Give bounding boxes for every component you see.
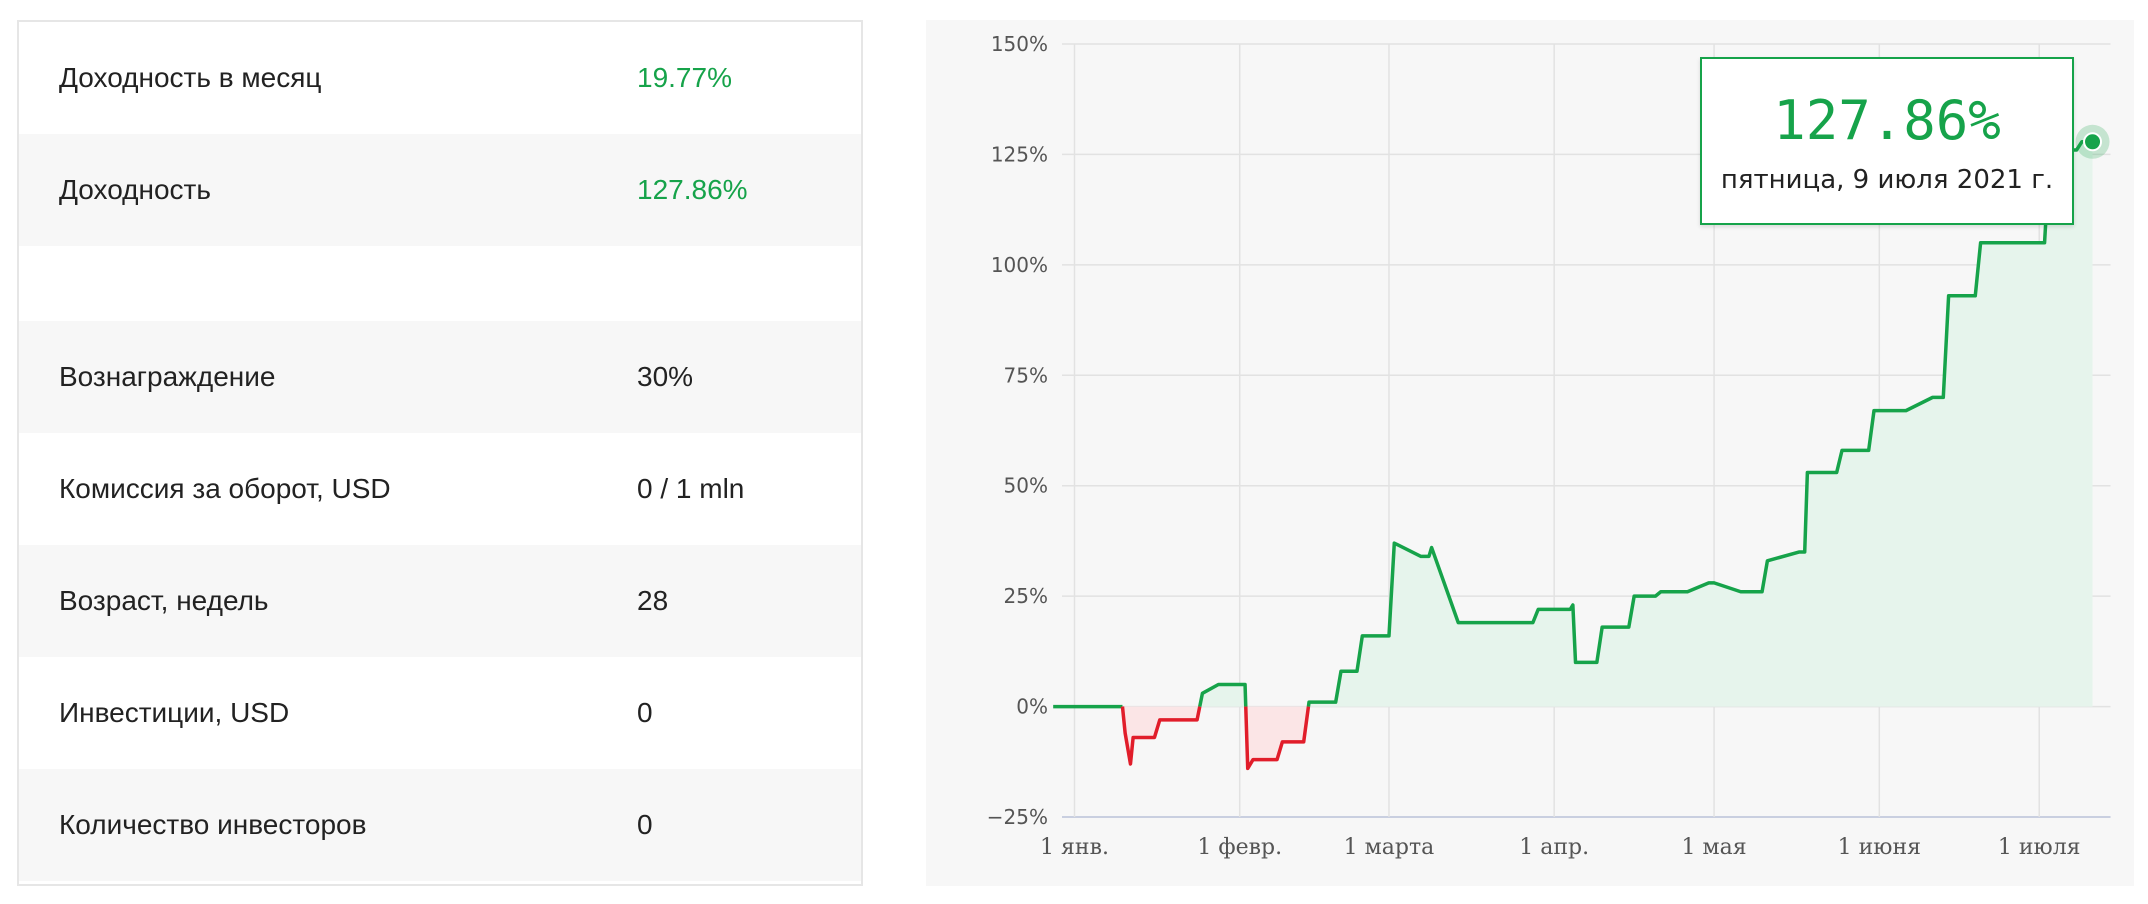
stat-value: 0 / 1 mln — [637, 473, 745, 504]
stat-label: Доходность — [59, 174, 211, 205]
stat-value: 0 — [637, 697, 653, 728]
y-tick-label: 50% — [1004, 474, 1048, 498]
stat-row-reward: Вознаграждение 30% — [19, 321, 861, 433]
positive-area — [1199, 684, 1246, 707]
stat-value: 127.86% — [637, 174, 748, 205]
return-line-positive — [1306, 140, 2093, 707]
x-tick-label: 1 мая — [1682, 835, 1747, 860]
stat-spacer — [19, 246, 861, 321]
stat-row-monthly-return: Доходность в месяц 19.77% — [19, 22, 861, 134]
stat-value: 0 — [637, 809, 653, 840]
x-tick-label: 1 июля — [1998, 835, 2081, 860]
stat-label: Возраст, недель — [59, 585, 269, 616]
y-tick-label: 25% — [1004, 584, 1048, 608]
x-tick-label: 1 марта — [1344, 835, 1435, 860]
x-tick-label: 1 янв. — [1040, 835, 1109, 860]
y-tick-label: 0% — [1016, 695, 1048, 719]
positive-area — [1308, 141, 2093, 707]
stat-value: 19.77% — [637, 62, 732, 93]
x-tick-label: 1 апр. — [1519, 835, 1589, 860]
return-line-negative — [1120, 706, 1202, 766]
y-tick-label: 100% — [991, 253, 1048, 277]
tooltip-date: пятница, 9 июля 2021 г. — [1720, 165, 2054, 195]
hover-point — [2083, 132, 2103, 152]
stat-value: 30% — [637, 361, 694, 392]
stat-row-age-weeks: Возраст, недель 28 — [19, 545, 861, 657]
x-tick-label: 1 июня — [1838, 835, 1921, 860]
negative-area — [1245, 706, 1309, 769]
stat-row-turnover-fee: Комиссия за оборот, USD 0 / 1 mln — [19, 433, 861, 545]
y-tick-label: 125% — [991, 142, 1048, 166]
stat-label: Инвестиции, USD — [59, 697, 290, 728]
chart-svg[interactable]: 150% 125% 100% 75% 50% 25% 0% −25% 1 янв. 1 февр.… — [926, 20, 2134, 886]
return-line-negative — [1244, 706, 1311, 771]
stat-row-investors-count: Количество инвесторов 0 — [19, 769, 861, 881]
stat-label: Вознаграждение — [59, 361, 276, 392]
stat-label: Доходность в месяц — [59, 62, 322, 93]
stat-label: Количество инвесторов — [59, 809, 367, 840]
stat-label: Комиссия за оборот, USD — [59, 473, 391, 504]
tooltip-value: 127.86% — [1773, 89, 2001, 152]
stats-panel: Доходность в месяц 19.77% Доходность 127… — [17, 20, 863, 886]
y-tick-label: 150% — [991, 32, 1048, 56]
stat-value: 28 — [637, 585, 669, 616]
y-tick-label: −25% — [987, 805, 1048, 829]
stat-row-investments: Инвестиции, USD 0 — [19, 657, 861, 769]
stat-row-total-return: Доходность 127.86% — [19, 134, 861, 246]
y-tick-label: 75% — [1004, 363, 1048, 387]
negative-area — [1122, 706, 1200, 764]
return-chart[interactable]: 150% 125% 100% 75% 50% 25% 0% −25% 1 янв. 1 февр.… — [926, 20, 2134, 886]
chart-tooltip: 127.86% пятница, 9 июля 2021 г. — [1700, 57, 2074, 225]
x-tick-label: 1 февр. — [1197, 835, 1282, 860]
return-line-positive — [1198, 682, 1248, 707]
